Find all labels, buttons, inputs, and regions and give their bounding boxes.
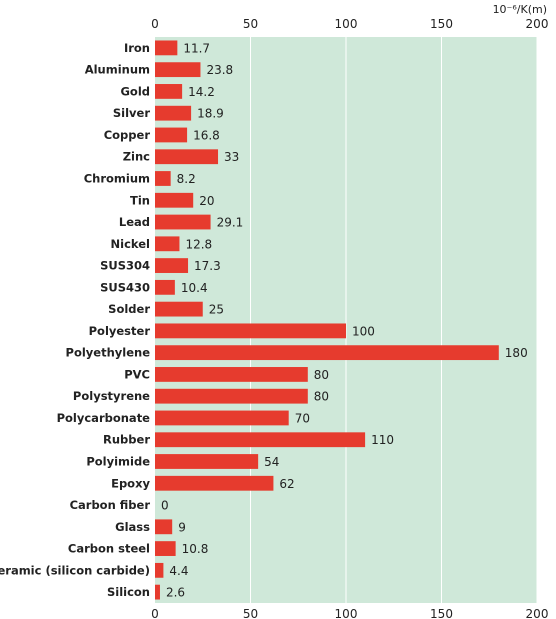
x-tick-label-top: 200 [526,17,549,31]
bars [155,40,499,600]
value-label: 10.4 [181,281,208,295]
value-label: 17.3 [194,259,221,273]
bar [155,454,259,469]
value-label: 100 [352,324,375,338]
category-label: Rubber [103,433,150,447]
value-label: 18.9 [197,107,224,121]
x-tick-label-top: 50 [243,17,258,31]
category-label: Silicon [107,585,150,599]
category-label: Silver [113,106,150,120]
category-label: Polyester [89,324,151,338]
bar [155,127,188,143]
value-label: 180 [505,346,528,360]
value-label: 8.2 [177,172,196,186]
x-tick-label-top: 150 [430,17,453,31]
x-tick-label-top: 100 [335,17,358,31]
bar [155,475,274,491]
category-label: Chromium [84,172,150,186]
category-label: Nickel [111,237,150,251]
value-label: 10.8 [182,542,209,556]
bar [155,258,189,273]
category-label: Ceramic (silicon carbide) [0,563,150,577]
value-label: 9 [178,520,186,534]
bar [155,279,175,295]
category-label: SUS430 [100,280,150,294]
top-axis: 0 50 100 150 200 [151,17,548,31]
bar [155,301,203,317]
value-label: 25 [209,303,224,317]
value-label: 23.8 [206,63,233,77]
value-label: 16.8 [193,128,220,142]
value-label: 80 [314,390,329,404]
bar [155,171,171,186]
value-label: 70 [295,411,310,425]
category-label: Glass [115,520,150,534]
category-labels: Iron Aluminum Gold Silver Copper Zinc Chromium… [0,41,150,599]
gridlines [250,37,538,603]
bar [155,192,194,208]
category-label: Zinc [123,150,150,164]
category-label: Polystyrene [73,389,150,403]
category-label: Polyethylene [66,346,151,360]
value-label: 12.8 [185,237,212,251]
category-label: Solder [108,302,150,316]
category-label: Epoxy [111,476,150,490]
bar [155,388,308,404]
x-tick-label-top: 0 [151,17,159,31]
bar [155,105,192,121]
category-label: Carbon steel [68,542,150,556]
category-label: Polycarbonate [57,411,151,425]
bar [155,519,173,535]
bar [155,323,346,339]
category-label: Polyimide [86,455,150,469]
category-label: Carbon fiber [70,498,151,512]
value-label: 33 [224,150,239,164]
x-tick-label-bottom: 50 [243,607,258,619]
value-label: 2.6 [166,586,185,600]
category-label: Iron [124,41,150,55]
category-label: Copper [104,128,151,142]
bar [155,367,308,382]
value-label: 0 [161,499,169,513]
value-label: 20 [199,194,214,208]
x-tick-label-bottom: 200 [526,607,549,619]
value-label: 29.1 [217,216,244,230]
bar [155,236,180,252]
value-label: 62 [279,477,294,491]
value-label: 54 [264,455,279,469]
category-label: Aluminum [85,63,150,77]
bar [155,584,160,600]
category-label: Lead [119,215,150,229]
value-label: 14.2 [188,85,215,99]
value-label: 11.7 [183,41,210,55]
bar [155,562,164,578]
value-label: 4.4 [169,564,188,578]
category-label: SUS304 [100,259,150,273]
bar [155,84,183,99]
value-label: 80 [314,368,329,382]
bottom-axis: 0 50 100 150 200 [151,607,548,619]
bar [155,214,211,230]
unit-label: 10⁻⁶/K(m) [493,3,547,16]
value-label: 110 [371,433,394,447]
x-tick-label-bottom: 100 [335,607,358,619]
bar [155,149,219,165]
bar [155,345,499,361]
category-label: Tin [130,193,150,207]
bar [155,62,201,78]
category-label: PVC [124,367,150,381]
bar [155,40,178,56]
bar [155,541,176,556]
x-tick-label-bottom: 0 [151,607,159,619]
x-tick-label-bottom: 150 [430,607,453,619]
bar [155,410,289,426]
bar [155,432,366,448]
category-label: Gold [120,84,150,98]
